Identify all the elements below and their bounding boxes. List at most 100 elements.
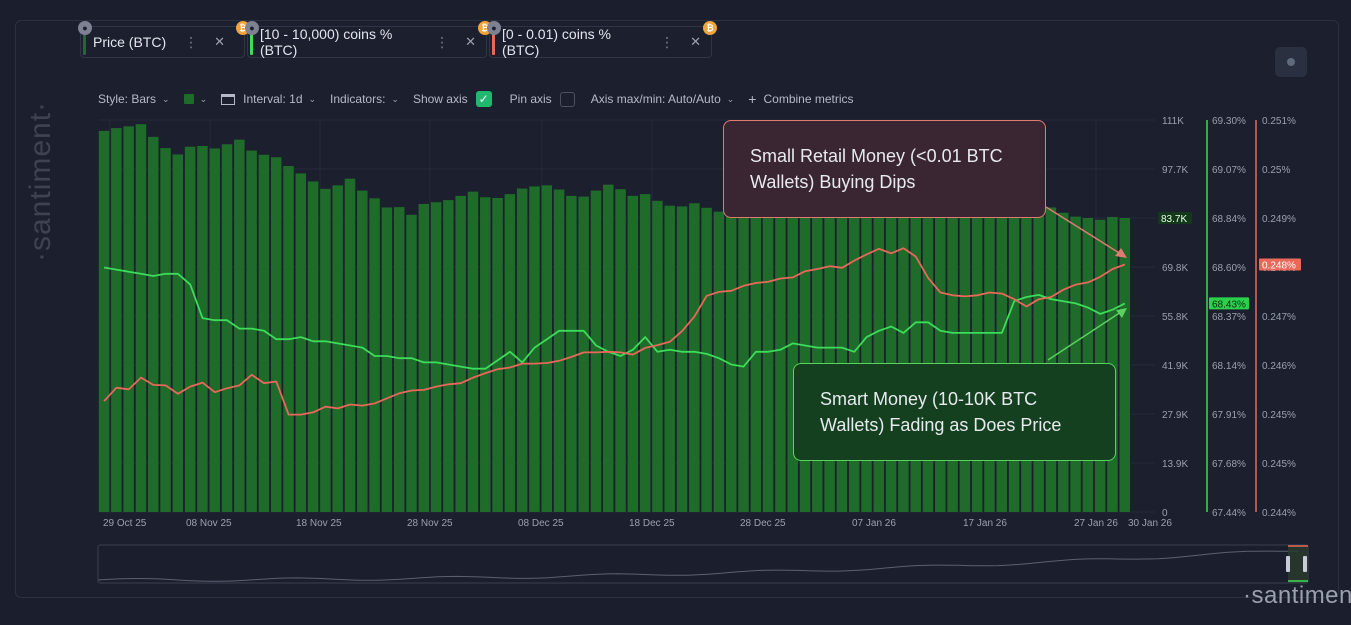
dot-icon <box>1287 58 1295 66</box>
indicators-select[interactable]: Indicators: ⌄ <box>330 92 399 106</box>
price-bar <box>111 128 122 512</box>
price-tick-label: 13.9K <box>1162 459 1188 470</box>
axis-maxmin-select[interactable]: Axis max/min: Auto/Auto ⌄ <box>591 92 735 106</box>
price-tick-label: 41.9K <box>1162 361 1188 372</box>
retail-tick-label: 0.251% <box>1262 116 1296 127</box>
smart-tick-label: 67.44% <box>1212 508 1246 519</box>
price-tick-label: 0 <box>1162 508 1168 519</box>
price-bar <box>689 203 700 512</box>
x-tick-label: 30 Jan 26 <box>1128 518 1172 529</box>
tab-smart-money[interactable]: ● [10 - 10,000) coins % (BTC) ⋮ ✕ ₿ <box>245 21 492 58</box>
smart-tick-label: 68.84% <box>1212 214 1246 225</box>
smart-line <box>103 266 1126 370</box>
navigator-box <box>97 544 1309 584</box>
price-bar <box>541 185 553 513</box>
price-bar <box>516 188 528 512</box>
retail-current-badge <box>1259 258 1301 271</box>
price-bar <box>357 190 368 512</box>
tab-price-btc[interactable]: ● Price (BTC) ⋮ ✕ ₿ <box>78 21 250 58</box>
price-bar <box>935 184 946 512</box>
close-icon[interactable]: ✕ <box>690 34 701 49</box>
retail-arrowhead <box>1115 248 1127 258</box>
price-bar <box>258 154 270 512</box>
more-menu-icon[interactable]: ⋮ <box>184 33 199 50</box>
price-tick-label: 69.8K <box>1162 263 1188 274</box>
price-bar <box>984 201 995 513</box>
metric-lines <box>103 206 1127 416</box>
navigator-line <box>97 550 1298 582</box>
color-select[interactable]: ⌄ <box>183 94 207 105</box>
price-bar <box>701 207 712 513</box>
price-bar <box>147 136 159 512</box>
price-bar <box>418 203 430 512</box>
interval-select[interactable]: Interval: 1d ⌄ <box>221 92 316 106</box>
price-bar <box>123 126 134 513</box>
price-bar <box>393 207 405 512</box>
price-bar <box>885 180 897 512</box>
price-bar <box>861 183 872 512</box>
price-bar <box>553 189 565 512</box>
tab-label: [0 - 0.01) coins % (BTC) <box>502 26 611 58</box>
pin-axis-toggle[interactable]: Pin axis <box>510 91 575 107</box>
price-bar <box>160 148 171 513</box>
price-bar <box>566 195 577 512</box>
smart-arrow <box>1047 309 1125 361</box>
price-bar <box>320 188 331 512</box>
price-bar <box>406 214 417 512</box>
tab-small-retail[interactable]: ● [0 - 0.01) coins % (BTC) ⋮ ✕ ₿ <box>487 21 717 58</box>
navigator-handle-left <box>1286 556 1290 572</box>
close-icon[interactable]: ✕ <box>465 34 476 49</box>
price-bar <box>947 186 958 513</box>
navigator-selection <box>1288 545 1308 583</box>
x-axis: 29 Oct 25 08 Nov 25 18 Nov 25 28 Nov 25 08 D… <box>103 518 1172 529</box>
price-bar <box>246 150 257 512</box>
price-tick-label: 111K <box>1162 116 1184 127</box>
style-select[interactable]: Style: Bars ⌄ <box>98 92 170 106</box>
retail-line <box>103 247 1126 416</box>
price-bar <box>467 191 479 512</box>
x-tick-label: 18 Nov 25 <box>296 518 342 529</box>
close-icon[interactable]: ✕ <box>214 34 226 49</box>
price-bar <box>922 177 934 513</box>
lock-icon: ● <box>78 21 92 35</box>
smart-current-label: 68.43% <box>1212 299 1246 310</box>
combine-metrics-button[interactable]: + Combine metrics <box>748 91 853 107</box>
more-menu-icon[interactable]: ⋮ <box>435 33 450 50</box>
price-bar <box>295 173 307 512</box>
retail-tick-label: 0.246% <box>1262 361 1296 372</box>
x-tick-label: 27 Jan 26 <box>1074 518 1118 529</box>
price-bar <box>209 148 220 513</box>
range-navigator <box>97 544 1309 584</box>
price-bar <box>98 130 110 512</box>
price-bar <box>455 195 466 512</box>
x-tick-label: 28 Dec 25 <box>740 518 786 529</box>
santiment-watermark-bottom: ·santiment <box>1243 582 1351 609</box>
x-tick-label: 28 Nov 25 <box>407 518 453 529</box>
checkbox-checked-icon[interactable]: ✓ <box>475 91 492 107</box>
chart-options-button[interactable] <box>1275 47 1307 77</box>
price-bar <box>725 208 737 513</box>
price-bar <box>848 182 860 512</box>
price-tick-label: 55.8K <box>1162 312 1188 323</box>
smart-tick-label: 68.14% <box>1212 361 1246 372</box>
checkbox-unchecked-icon[interactable] <box>559 91 575 107</box>
price-bar <box>135 124 147 512</box>
smart-current-badge <box>1209 297 1249 310</box>
more-menu-icon[interactable]: ⋮ <box>660 33 675 50</box>
axis-maxmin-label: Axis max/min: Auto/Auto <box>590 92 721 106</box>
show-axis-label: Show axis <box>412 92 468 106</box>
price-bar <box>590 190 602 512</box>
price-bar <box>910 173 921 512</box>
navigator-handle-right <box>1303 556 1307 572</box>
price-bar <box>1058 212 1069 512</box>
x-tick-label: 29 Oct 25 <box>103 518 147 529</box>
price-bar <box>812 199 823 512</box>
price-bar <box>492 197 503 512</box>
price-bar <box>787 204 798 512</box>
smart-arrowhead <box>1116 308 1127 318</box>
metric-tabs: ● Price (BTC) ⋮ ✕ ₿ ● [10 - 10,000) coin… <box>78 21 717 58</box>
show-axis-toggle[interactable]: Show axis ✓ <box>413 91 492 107</box>
price-bar <box>615 189 626 512</box>
retail-tick-label: 0.247% <box>1262 312 1296 323</box>
